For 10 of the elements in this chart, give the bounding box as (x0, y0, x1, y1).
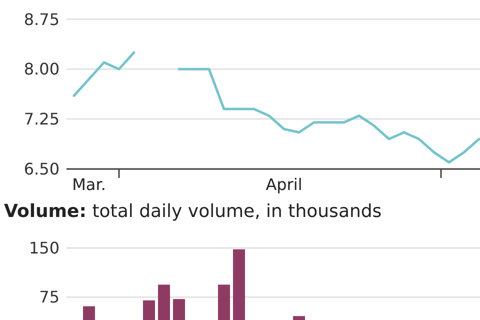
chart-title: Volume: (4, 201, 86, 222)
y-tick-label: 6.50 (24, 160, 60, 179)
y-tick-label: 75 (39, 288, 60, 307)
x-tick-label: Mar. (72, 175, 106, 194)
y-tick-label: 8.75 (24, 10, 60, 29)
y-tick-label: 150 (28, 238, 60, 258)
y-tick-label: 8.00 (24, 60, 60, 79)
chart-subtitle: total daily volume, in thousands (86, 201, 382, 222)
y-tick-label: 7.25 (24, 110, 60, 129)
x-tick-label: April (266, 175, 302, 194)
